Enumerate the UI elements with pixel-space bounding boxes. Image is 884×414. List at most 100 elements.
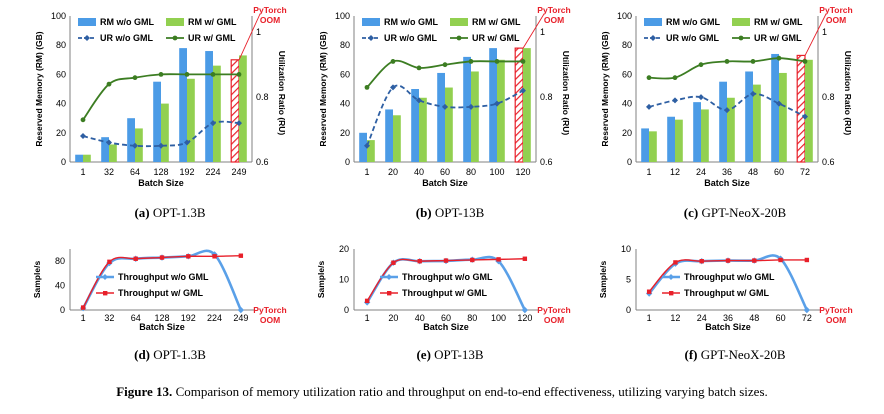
y-tick-label: 60 xyxy=(622,69,632,79)
y-tick-label: 80 xyxy=(340,40,350,50)
x-tick-label: 64 xyxy=(131,313,141,323)
point-ur-wo-gml xyxy=(364,142,370,149)
point-throughput-w-gml xyxy=(212,254,217,259)
point-ur-w-gml xyxy=(416,65,422,71)
oom-annotation-line2: OOM xyxy=(260,315,280,325)
point-throughput-wo-gml xyxy=(237,306,245,314)
legend-label: RM w/o GML xyxy=(384,17,438,27)
bar-rm-w-gml xyxy=(83,154,91,162)
bar-rm-w-gml xyxy=(753,84,761,162)
bar-rm-wo-gml xyxy=(641,128,649,162)
y-tick-label: 40 xyxy=(55,281,65,291)
legend-marker-ur-w xyxy=(456,35,462,41)
point-ur-wo-gml xyxy=(158,142,164,149)
x-tick-label: 60 xyxy=(441,313,451,323)
oom-annotation-line2: OOM xyxy=(544,15,564,25)
x-tick-label: 1 xyxy=(365,313,370,323)
legend-marker-throughput-wo xyxy=(386,274,392,280)
bar-rm-w-gml xyxy=(675,119,683,162)
point-ur-wo-gml xyxy=(80,133,86,140)
point-ur-wo-gml xyxy=(416,97,422,104)
y2-axis-label: Utilization Ratio (RU) xyxy=(277,51,287,136)
y-tick-label: 0 xyxy=(344,305,349,315)
legend-label: UR w/o GML xyxy=(666,33,719,43)
x-tick-label: 120 xyxy=(515,167,530,177)
bar-rm-wo-gml xyxy=(205,51,213,162)
point-throughput-w-gml xyxy=(186,254,191,259)
oom-annotation-line2: OOM xyxy=(260,15,280,25)
x-tick-label: 36 xyxy=(722,167,732,177)
point-ur-wo-gml xyxy=(646,103,652,110)
x-tick-label: 224 xyxy=(207,313,222,323)
point-ur-w-gml xyxy=(776,55,782,61)
y2-tick-label: 1 xyxy=(256,27,261,37)
point-ur-w-gml xyxy=(802,59,808,64)
bar-rm-w-gml xyxy=(213,65,221,162)
x-tick-label: 20 xyxy=(388,167,398,177)
point-ur-wo-gml xyxy=(520,87,526,94)
point-ur-w-gml xyxy=(468,59,474,64)
y-tick-label: 100 xyxy=(335,11,350,21)
bar-rm-w-gml xyxy=(187,78,195,162)
point-throughput-w-gml xyxy=(646,289,652,294)
bar-rm-w-gml xyxy=(239,55,247,162)
bar-rm-w-gml xyxy=(497,59,505,162)
y2-tick-label: 1 xyxy=(822,27,827,37)
legend-label: UR w/ GML xyxy=(188,33,236,43)
legend-label: Throughput w/o GML xyxy=(402,272,493,282)
legend-swatch-rm-wo xyxy=(644,18,662,26)
point-ur-w-gml xyxy=(184,72,190,77)
bar-rm-w-gml xyxy=(649,131,657,162)
y-tick-label: 40 xyxy=(56,99,66,109)
bar-rm-wo-gml xyxy=(667,116,675,162)
x-tick-label: 60 xyxy=(774,167,784,177)
bar-rm-w-gml xyxy=(701,109,709,162)
legend-label: Throughput w/ GML xyxy=(402,288,487,298)
x-tick-label: 48 xyxy=(749,313,759,323)
y2-axis-label: Utilization Ratio (RU) xyxy=(561,51,571,136)
oom-annotation-line2: OOM xyxy=(544,315,564,325)
bar-rm-w-gml xyxy=(161,103,169,162)
x-tick-label: 24 xyxy=(696,167,706,177)
point-ur-w-gml xyxy=(132,75,138,81)
point-throughput-wo-gml xyxy=(521,306,529,314)
bar-rm-wo-gml xyxy=(153,81,161,162)
x-tick-label: 24 xyxy=(697,313,707,323)
legend-label: Throughput w/o GML xyxy=(684,272,775,282)
y-axis-label: Sample/s xyxy=(598,261,608,299)
legend-marker-throughput-w xyxy=(387,291,392,296)
point-ur-wo-gml xyxy=(724,107,730,114)
x-axis-label: Batch Size xyxy=(705,322,751,332)
caption-e: (e) OPT-13B xyxy=(416,347,484,362)
point-throughput-w-gml xyxy=(364,298,370,304)
legend-label: Throughput w/ GML xyxy=(118,288,203,298)
x-tick-label: 32 xyxy=(104,313,114,323)
legend-label: UR w/o GML xyxy=(384,33,437,43)
x-axis-label: Batch Size xyxy=(422,178,468,188)
bar-rm-wo-gml xyxy=(437,72,445,162)
point-throughput-w-gml xyxy=(804,257,810,263)
y-tick-label: 20 xyxy=(339,244,349,254)
x-tick-label: 64 xyxy=(130,167,140,177)
bar-rm-w-gml xyxy=(445,87,453,162)
y-axis-label: Sample/s xyxy=(316,261,326,299)
x-tick-label: 249 xyxy=(231,167,246,177)
x-tick-label: 1 xyxy=(80,167,85,177)
y-tick-label: 20 xyxy=(340,128,350,138)
y2-tick-label: 1 xyxy=(540,27,545,37)
point-ur-w-gml xyxy=(520,59,526,64)
point-ur-w-gml xyxy=(210,72,216,77)
point-ur-w-gml xyxy=(80,117,86,123)
point-ur-wo-gml xyxy=(750,90,756,97)
y-tick-label: 100 xyxy=(617,11,632,21)
caption-b: (b) OPT-13B xyxy=(415,205,485,220)
legend-swatch-rm-wo xyxy=(362,18,380,26)
bar-rm-wo-gml xyxy=(359,132,367,162)
point-throughput-w-gml xyxy=(417,259,422,264)
bar-rm-w-gml xyxy=(805,59,813,162)
legend-marker-ur-w xyxy=(172,35,178,41)
oom-annotation-line1: PyTorch xyxy=(253,5,286,15)
x-axis-label: Batch Size xyxy=(423,322,469,332)
legend-swatch-rm-w xyxy=(450,18,468,26)
legend-marker-throughput-wo xyxy=(102,274,108,280)
